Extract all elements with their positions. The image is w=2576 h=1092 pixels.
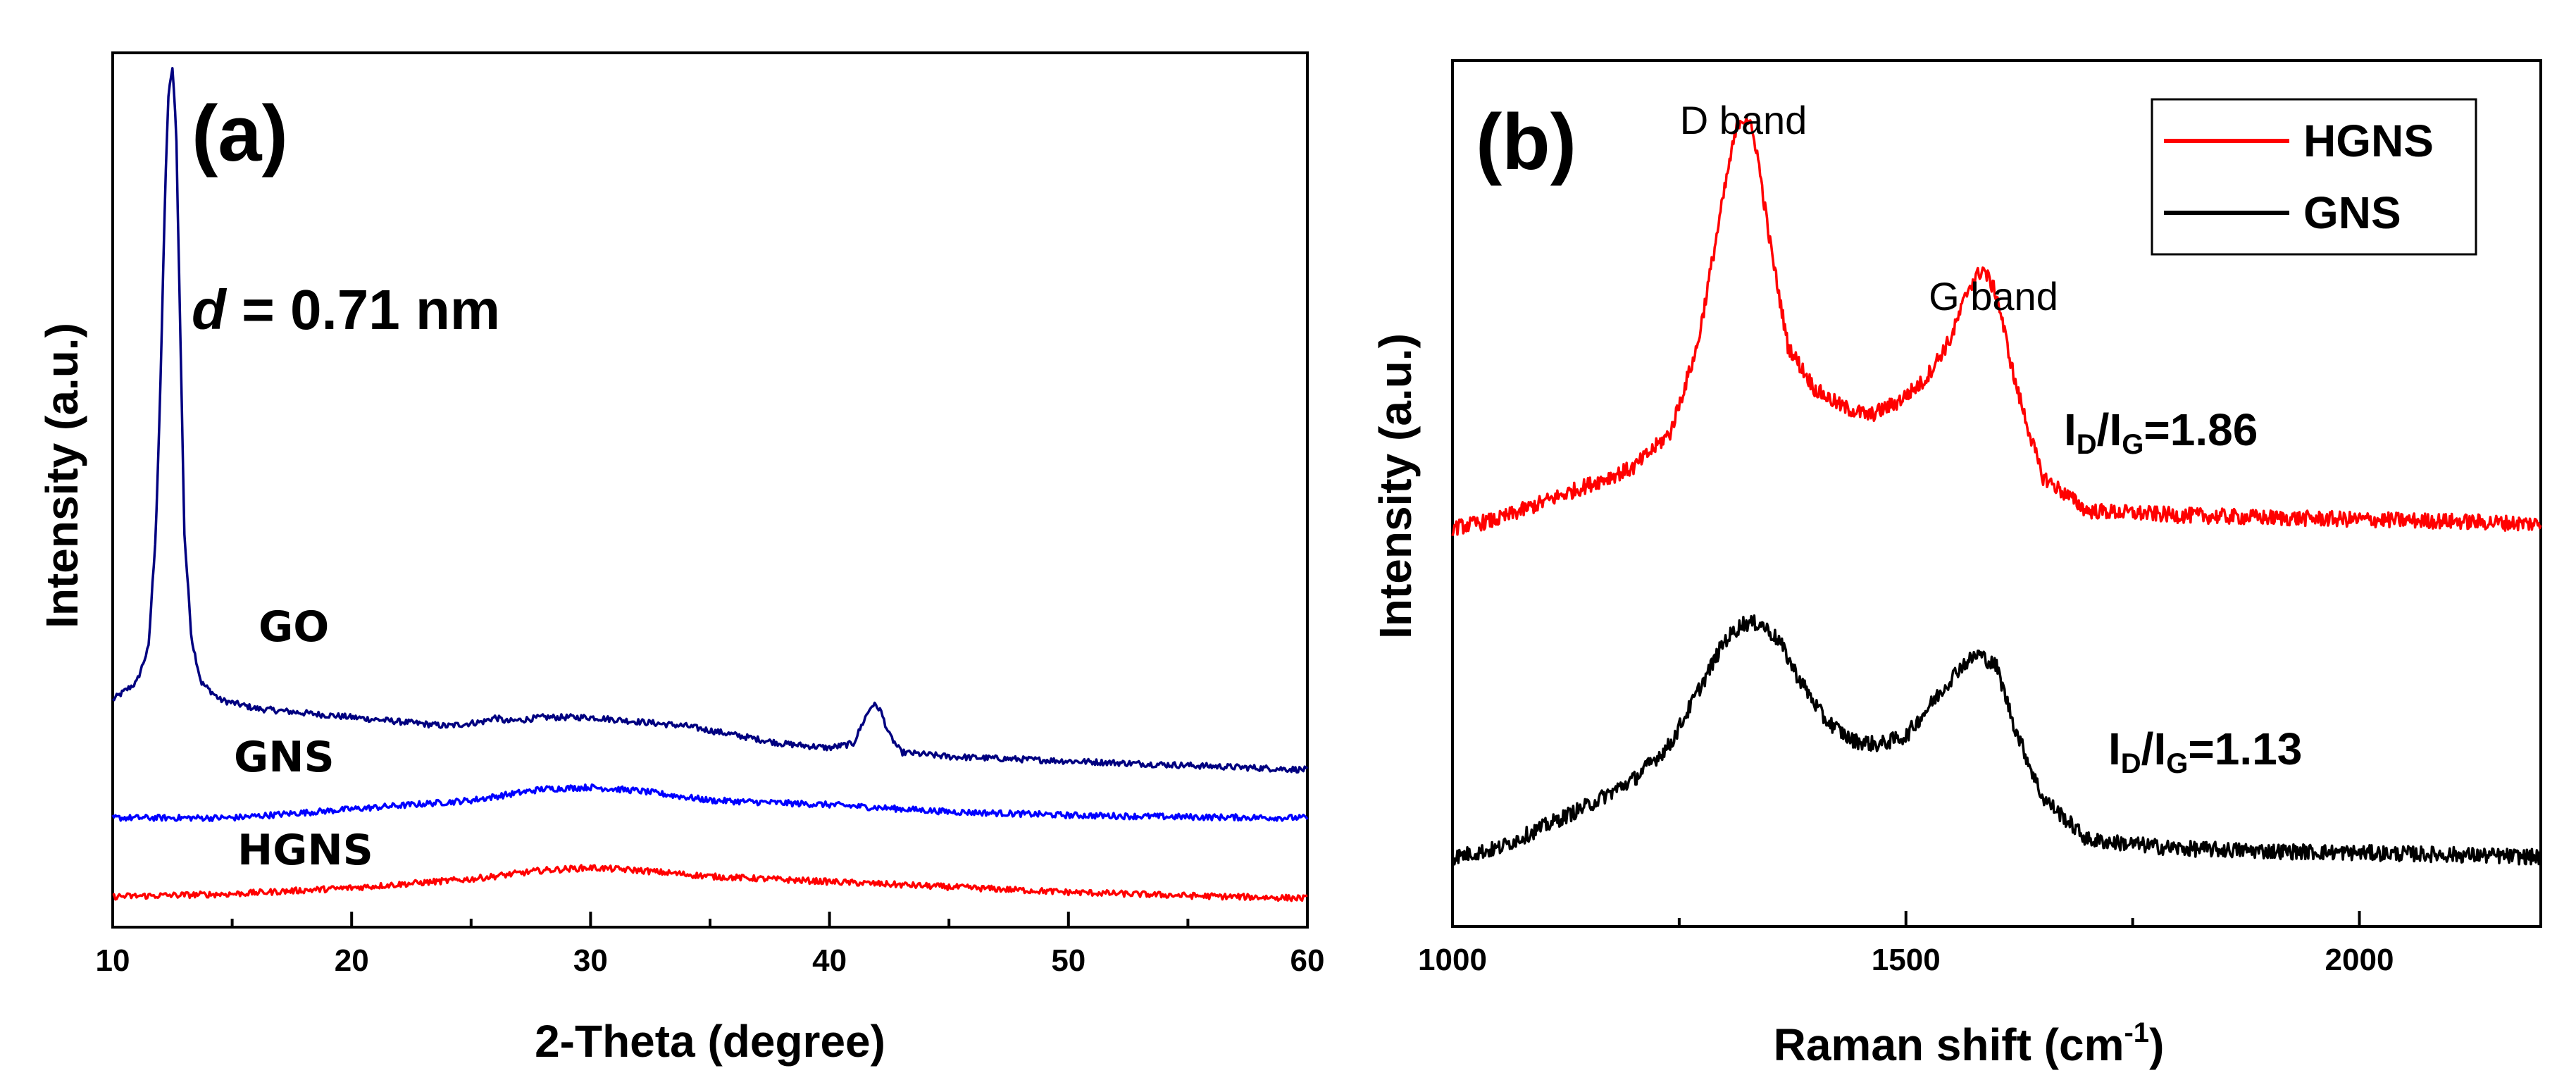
ratio-gns-i: I [2108, 724, 2121, 774]
series-gns-line [111, 783, 1309, 822]
ratio-gns: ID/IG=1.13 [2108, 724, 2302, 779]
panel-a-xlabel: 2-Theta (degree) [535, 1016, 885, 1067]
panel-b-xlabel-end: ) [2149, 1019, 2164, 1070]
xtick-label-60: 60 [1290, 943, 1325, 978]
xtick-label-10: 10 [96, 943, 130, 978]
series-hgns-line [1451, 116, 2542, 537]
panel-a-xticks [111, 912, 1309, 927]
xtick-label-1000: 1000 [1418, 943, 1487, 977]
panel-a-label: (a) [192, 89, 288, 178]
xtick-label-20: 20 [335, 943, 369, 978]
panel-b-xlabel-main: Raman shift (cm [1774, 1019, 2124, 1070]
panel-b-frame [1451, 59, 2542, 928]
panel-a-series [111, 67, 1309, 902]
ratio-hgns: ID/IG=1.86 [2064, 404, 2258, 460]
ratio-gns-d: D [2121, 748, 2141, 779]
xtick-label-50: 50 [1051, 943, 1085, 978]
ratio-hgns-value: =1.86 [2143, 404, 2258, 455]
panel-a-xtick-labels: 10 20 30 40 50 60 [96, 943, 1325, 978]
ratio-hgns-g: G [2122, 429, 2143, 460]
hgns-series-label: HGNS [237, 826, 373, 875]
xtick-label-40: 40 [812, 943, 847, 978]
go-series-label: GO [259, 602, 329, 652]
panel-a: 10 20 30 40 50 60 (a) d = 0.71 nm GO GNS HGNS… [37, 51, 1325, 1067]
d-spacing-italic: d [192, 278, 228, 341]
series-gns-line [1451, 614, 2542, 866]
panel-b-xlabel-sup: -1 [2124, 1017, 2149, 1048]
legend-box [2151, 98, 2477, 256]
g-band-label: G band [1929, 274, 2058, 318]
gns-series-label: GNS [234, 733, 335, 782]
panel-b: 1000 1500 2000 (b) D band G band ID/IG=1.8… [1370, 59, 2542, 1070]
panel-b-ylabel: Intensity (a.u.) [1370, 333, 1421, 639]
legend: HGNS GNS [2151, 98, 2477, 256]
ratio-hgns-d: D [2077, 429, 2097, 460]
ratio-gns-slash: /I [2141, 724, 2167, 774]
panel-b-xlabel: Raman shift (cm-1) [1774, 1017, 2165, 1070]
series-go-line [111, 67, 1309, 774]
panel-b-label: (b) [1476, 98, 1576, 186]
panel-b-xticks [1451, 911, 2361, 926]
legend-label-gns: GNS [2303, 187, 2401, 238]
panel-b-series [1451, 116, 2542, 866]
panel-a-frame [111, 51, 1309, 929]
ratio-hgns-i: I [2064, 404, 2077, 455]
ratio-gns-g: G [2166, 748, 2188, 779]
xtick-label-30: 30 [573, 943, 608, 978]
ratio-hgns-slash: /I [2097, 404, 2122, 455]
d-band-label: D band [1680, 98, 1807, 142]
ratio-gns-value: =1.13 [2188, 724, 2302, 774]
panel-b-xtick-labels: 1000 1500 2000 [1418, 943, 2394, 977]
series-hgns-line [112, 864, 1308, 902]
legend-label-hgns: HGNS [2303, 116, 2434, 166]
xtick-label-1500: 1500 [1872, 943, 1941, 977]
d-spacing-value: = 0.71 nm [226, 278, 500, 341]
xtick-label-2000: 2000 [2325, 943, 2394, 977]
panel-a-ylabel: Intensity (a.u.) [37, 323, 87, 628]
d-spacing-annotation: d = 0.71 nm [192, 278, 500, 341]
